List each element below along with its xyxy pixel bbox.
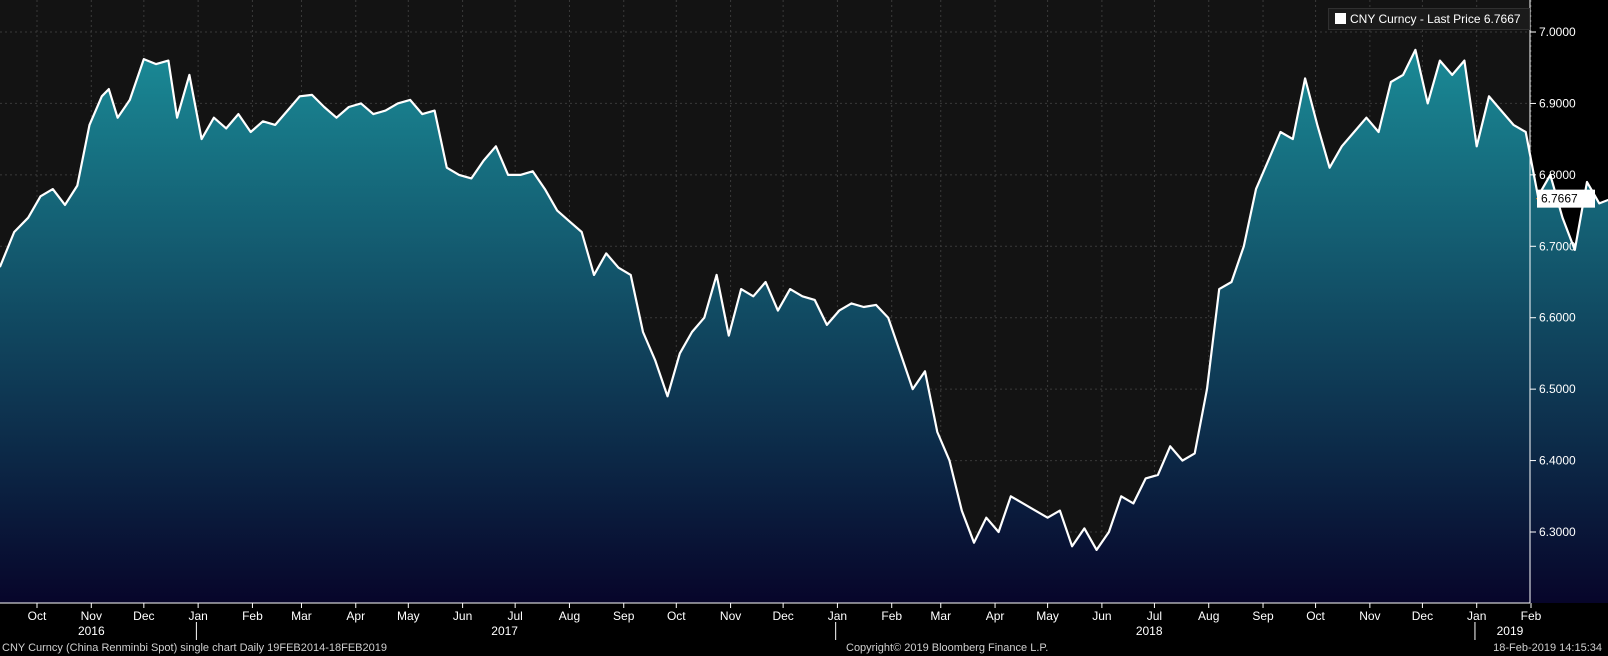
- y-tick-label: 6.9000: [1539, 96, 1576, 110]
- x-tick-label: Oct: [28, 609, 47, 623]
- legend-separator: -: [1419, 12, 1424, 26]
- year-label: 2019: [1497, 624, 1524, 638]
- y-tick-label: 6.8000: [1539, 168, 1576, 182]
- footer-copyright: Copyright© 2019 Bloomberg Finance L.P.: [846, 642, 1049, 654]
- x-tick-label: Aug: [1198, 609, 1219, 623]
- legend-field: Last Price: [1427, 12, 1481, 26]
- price-area: [0, 49, 1608, 603]
- x-tick-label: Mar: [291, 609, 312, 623]
- legend-security: CNY Curncy: [1350, 12, 1417, 26]
- x-tick-label: Oct: [1306, 609, 1325, 623]
- y-tick-label: 6.5000: [1539, 382, 1576, 396]
- x-tick-label: Oct: [667, 609, 686, 623]
- x-tick-label: Nov: [1359, 609, 1380, 623]
- x-tick-label: Apr: [346, 609, 365, 623]
- x-tick-label: Dec: [1412, 609, 1433, 623]
- x-tick-label: Feb: [1521, 609, 1542, 623]
- y-tick-label: 6.4000: [1539, 454, 1576, 468]
- x-tick-label: Jul: [507, 609, 522, 623]
- footer-timestamp: 18-Feb-2019 14:15:34: [1493, 642, 1602, 654]
- year-label: 2017: [491, 624, 518, 638]
- x-tick-label: Apr: [986, 609, 1005, 623]
- y-tick-label: 7.0000: [1539, 25, 1576, 39]
- y-tick-label: 6.7000: [1539, 239, 1576, 253]
- x-tick-label: Feb: [881, 609, 902, 623]
- x-tick-label: Feb: [242, 609, 263, 623]
- legend-swatch: [1335, 13, 1346, 24]
- footer-description: CNY Curncy (China Renminbi Spot) single …: [2, 642, 387, 654]
- x-tick-label: May: [397, 609, 420, 623]
- legend-value: 6.7667: [1483, 12, 1521, 26]
- x-tick-label: Sep: [613, 609, 635, 623]
- x-tick-label: Sep: [1252, 609, 1274, 623]
- x-tick-label: Nov: [81, 609, 102, 623]
- x-tick-label: Dec: [772, 609, 793, 623]
- y-tick-label: 6.6000: [1539, 311, 1576, 325]
- x-tick-label: Nov: [720, 609, 741, 623]
- x-tick-label: Jan: [828, 609, 847, 623]
- axes: 7.0000 6.9000 6.8000 6.7000 6.6000 6.5000 6.40…: [0, 0, 1595, 640]
- last-price-label: 6.7667: [1541, 192, 1578, 206]
- legend: CNY Curncy - Last Price 6.7667: [1328, 8, 1530, 30]
- x-tick-label: Aug: [559, 609, 580, 623]
- year-label: 2016: [78, 624, 105, 638]
- x-tick-label: Dec: [133, 609, 154, 623]
- x-tick-label: Jun: [1092, 609, 1111, 623]
- x-tick-label: Mar: [930, 609, 951, 623]
- last-price-box: [1537, 189, 1595, 208]
- x-tick-label: Jul: [1147, 609, 1162, 623]
- price-line: [0, 48, 1608, 551]
- x-tick-label: May: [1036, 609, 1059, 623]
- x-tick-label: Jan: [1467, 609, 1486, 623]
- x-tick-label: Jan: [188, 609, 207, 623]
- y-tick-label: 6.3000: [1539, 525, 1576, 539]
- year-label: 2018: [1136, 624, 1163, 638]
- x-tick-label: Jun: [453, 609, 472, 623]
